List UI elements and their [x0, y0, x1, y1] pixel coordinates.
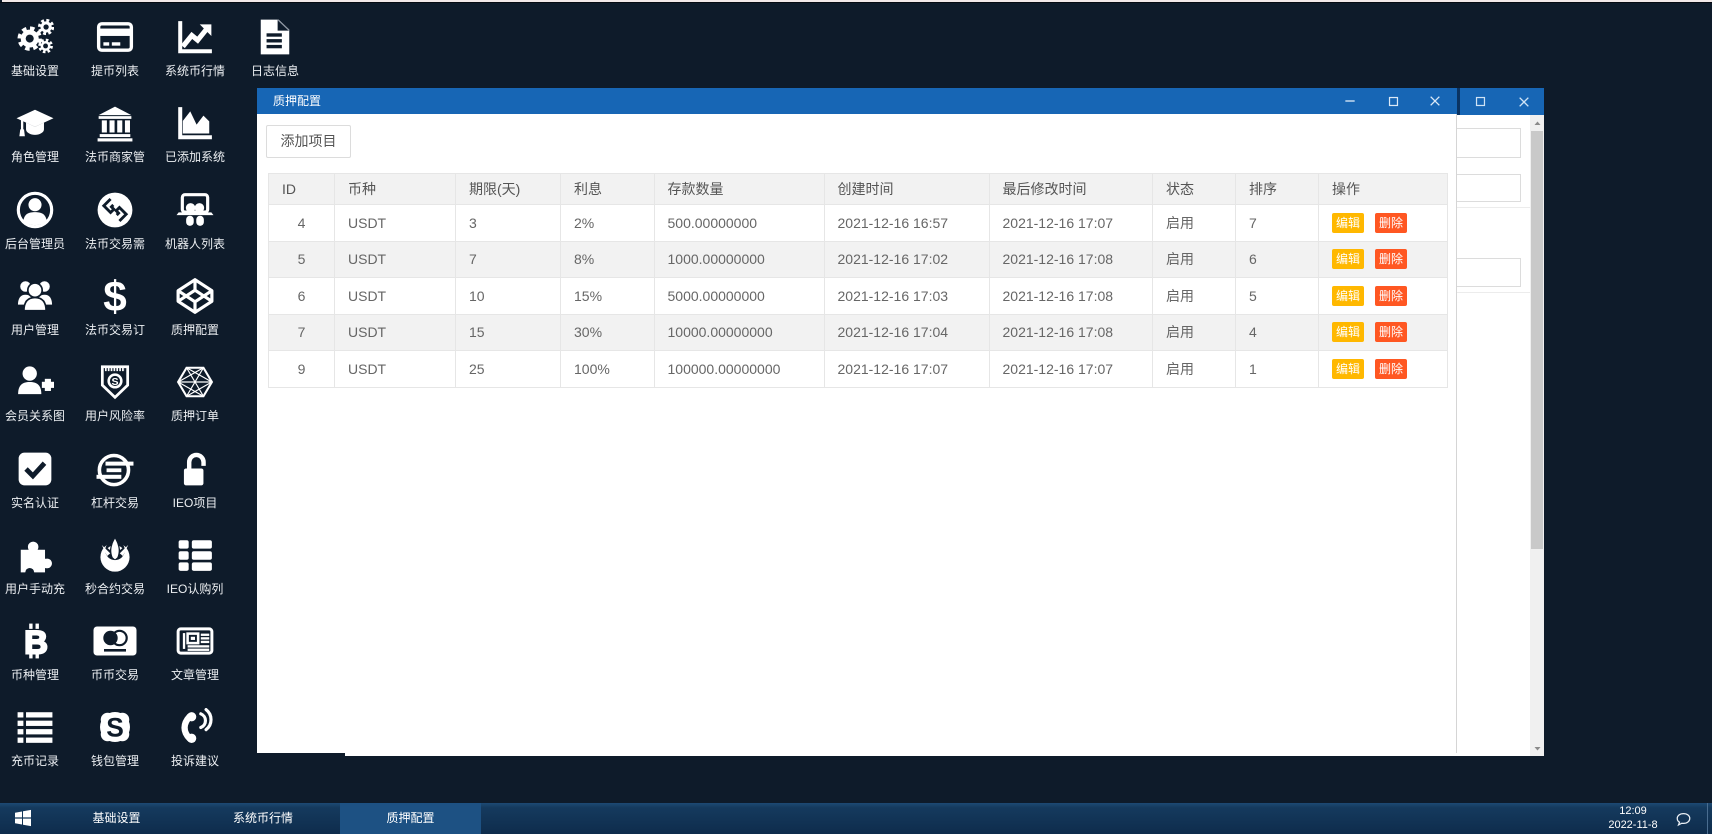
svg-text:$: $: [103, 277, 126, 315]
svg-text:S: S: [106, 713, 124, 743]
svg-text:S: S: [111, 376, 118, 388]
